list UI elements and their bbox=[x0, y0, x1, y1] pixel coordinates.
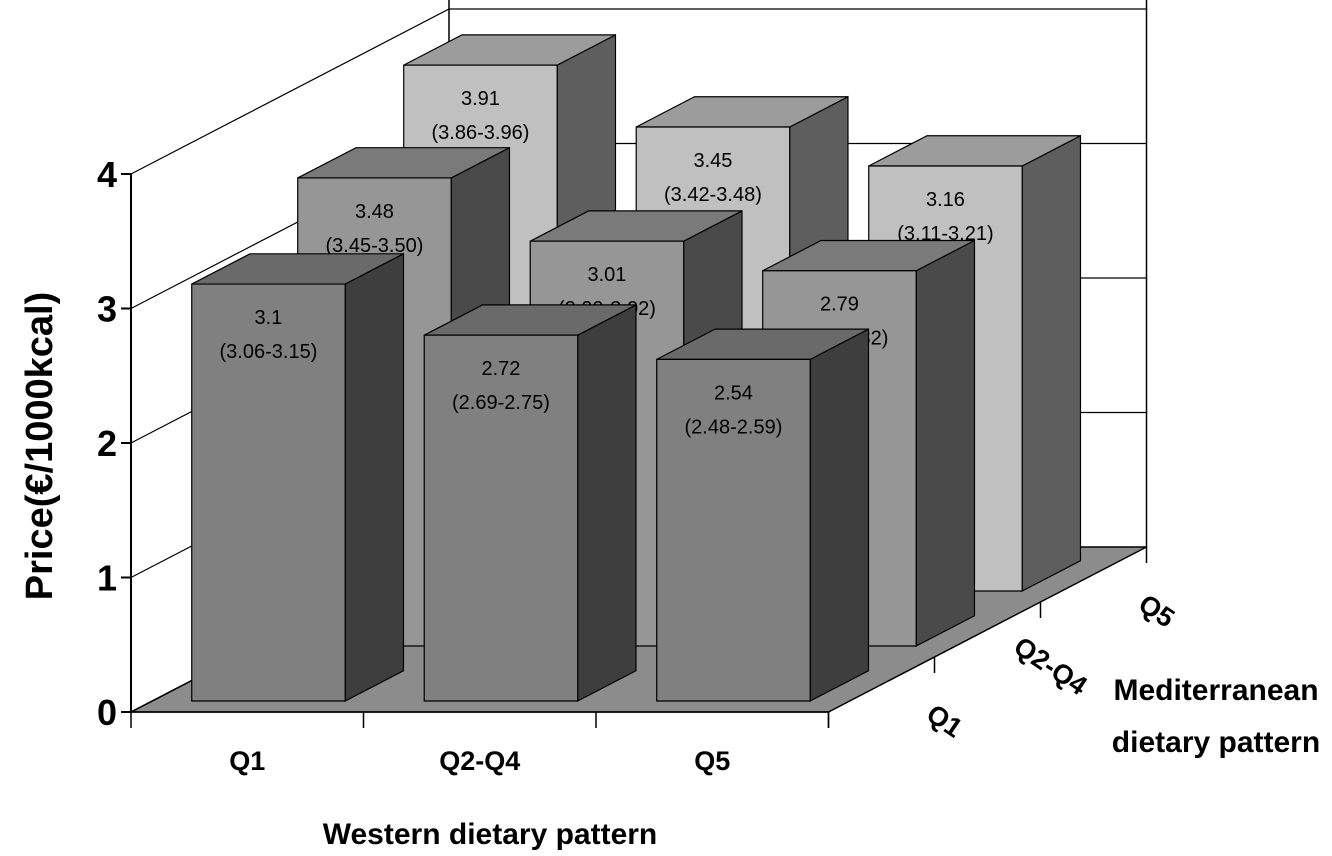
z-tick-label: Q2-Q4 bbox=[1009, 631, 1093, 701]
bar: 3.1 (3.06-3.15) bbox=[191, 252, 405, 702]
bar-ci-label: (3.45-3.50) bbox=[326, 235, 424, 257]
bar-side-face bbox=[809, 328, 870, 702]
bar-front-face bbox=[423, 334, 579, 702]
bar-value-label: 3.91 bbox=[461, 88, 500, 110]
y-axis-title: Price(€/1000kcal) bbox=[19, 292, 61, 600]
bar-value-label: 3.45 bbox=[693, 150, 732, 172]
bar-side-face bbox=[344, 252, 405, 702]
bar-value-label: 3.1 bbox=[255, 307, 283, 329]
x-tick-label: Q1 bbox=[229, 746, 265, 776]
bar: 2.54 (2.48-2.59) bbox=[656, 328, 870, 702]
bar-ci-label: (2.48-2.59) bbox=[685, 416, 783, 438]
x-tick-label: Q5 bbox=[694, 746, 730, 776]
bar-ci-label: (3.42-3.48) bbox=[664, 184, 762, 206]
gridline bbox=[130, 8, 1147, 175]
bar-ci-label: (3.11-3.21) bbox=[897, 223, 993, 245]
bar-ci-label: (3.06-3.15) bbox=[220, 341, 318, 363]
x-tick-label: Q2-Q4 bbox=[439, 746, 520, 776]
bar-value-label: 3.48 bbox=[355, 201, 394, 223]
bar-ci-label: (3.86-3.96) bbox=[432, 122, 530, 144]
z-axis-title-line-2: dietary pattern bbox=[1112, 726, 1320, 759]
bar-side-face bbox=[1021, 134, 1082, 592]
bar-side-face bbox=[915, 239, 976, 647]
bar: 2.72 (2.69-2.75) bbox=[423, 303, 637, 702]
z-tick-label: Q5 bbox=[1133, 589, 1180, 634]
bar-value-label: 2.79 bbox=[820, 294, 859, 316]
y-tick-label: 2 bbox=[97, 423, 117, 464]
z-axis-title-line-1: Mediterranean bbox=[1113, 674, 1318, 707]
y-tick-label: 3 bbox=[97, 289, 117, 330]
z-tick-label: Q1 bbox=[921, 699, 968, 744]
bar-value-label: 3.01 bbox=[587, 264, 626, 286]
bar-value-label: 3.16 bbox=[926, 189, 965, 211]
bar-side-face bbox=[577, 303, 637, 702]
y-tick-label: 0 bbox=[97, 692, 117, 733]
x-axis-title: Western dietary pattern bbox=[323, 818, 658, 851]
bar-front-face bbox=[191, 283, 346, 702]
bar-value-label: 2.72 bbox=[481, 358, 520, 380]
chart-bars: 3.91 (3.86-3.96) 3.45 (3.42-3.48) 3.16 (3.11-… bbox=[191, 33, 1082, 702]
y-tick-label: 4 bbox=[97, 154, 117, 195]
bar-front-face bbox=[656, 358, 811, 702]
y-tick-label: 1 bbox=[97, 558, 117, 599]
bar-ci-label: (2.69-2.75) bbox=[452, 392, 550, 414]
bar-value-label: 2.54 bbox=[714, 382, 753, 404]
